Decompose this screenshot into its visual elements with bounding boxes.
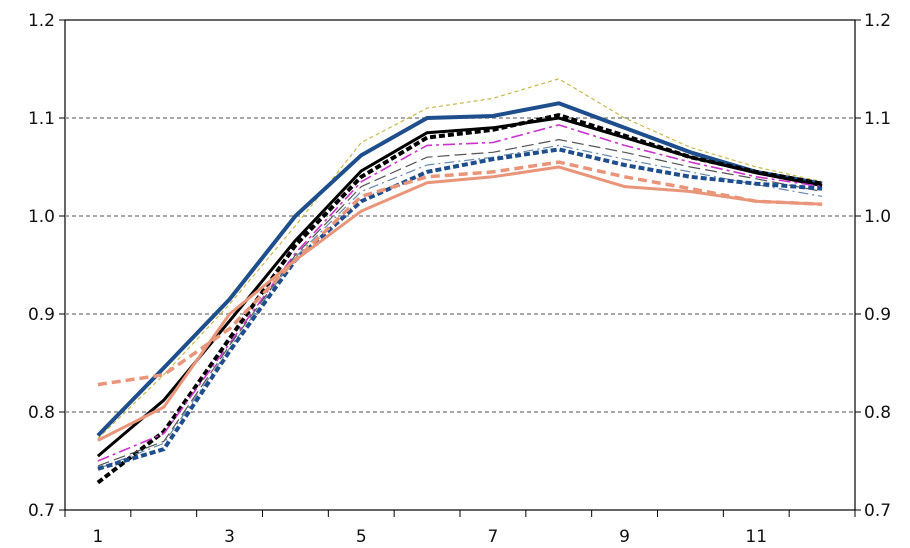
series-line-5 [97,139,823,467]
gridlines [65,117,855,413]
series-line-3 [96,113,823,485]
y-left-tick-label-3: 1.0 [28,207,55,227]
y-left-tick-label-1: 0.8 [28,403,55,423]
x-tick-label-5: 11 [745,527,767,547]
y-axis-right: 0.7 0.8 0.9 1.0 1.1 1.2 [855,11,891,521]
series-line-1 [96,101,823,437]
series-lines [96,78,823,485]
x-tick-label-3: 7 [488,527,499,547]
series-line-0 [97,78,823,439]
series-line-6 [97,144,823,470]
y-right-tick-label-3: 1.0 [864,207,891,227]
y-right-tick-label-2: 0.9 [864,305,891,325]
y-left-tick-label-0: 0.7 [28,501,55,521]
series-line-4 [97,124,823,462]
y-right-tick-label-0: 0.7 [864,501,891,521]
x-axis-ticks: 1 3 5 7 9 11 [64,510,856,547]
x-tick-label-0: 1 [93,527,104,547]
series-line-8 [97,160,823,387]
x-tick-label-1: 3 [224,527,235,547]
plot-frame [64,19,856,511]
y-left-tick-label-5: 1.2 [28,11,55,31]
x-tick-label-2: 5 [356,527,367,547]
y-right-tick-label-1: 0.8 [864,403,891,423]
y-left-tick-label-4: 1.1 [28,109,55,129]
y-left-tick-label-2: 0.9 [28,305,55,325]
y-right-tick-label-5: 1.2 [864,11,891,31]
y-right-tick-label-4: 1.1 [864,109,891,129]
series-line-9 [97,165,823,442]
y-axis-left: 0.7 0.8 0.9 1.0 1.1 1.2 [28,11,65,521]
series-line-2 [96,116,823,458]
x-tick-label-4: 9 [619,527,630,547]
series-line-7 [97,147,823,471]
